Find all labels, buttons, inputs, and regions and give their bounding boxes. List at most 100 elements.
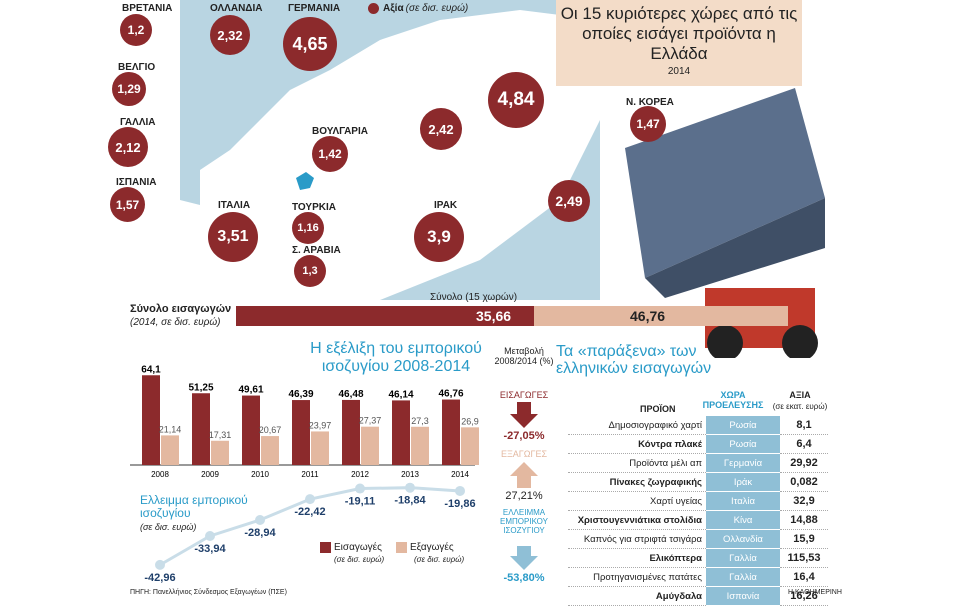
year-tick-label: 2012 [351, 470, 369, 479]
top15-value: 35,66 [476, 308, 512, 324]
country-label: ΓΑΛΛΙΑ [120, 117, 156, 128]
legend-label: Αξία [383, 3, 404, 14]
imports-swatch [320, 542, 331, 553]
imports-change-label: ΕΙΣΑΓΩΓΕΣ [499, 390, 549, 400]
table-row: Προϊόντα μέλι απ Γερμανία 29,92 [568, 453, 828, 473]
product-name: Δημοσιογραφικό χαρτί [568, 416, 706, 435]
import-bar-label: 51,25 [188, 382, 213, 393]
deficit-label: -33,94 [194, 543, 226, 555]
deficit-change-value: -53,80% [503, 572, 545, 584]
export-bar-label: 20,67 [259, 425, 282, 435]
export-bar [211, 440, 229, 465]
product-value: 32,9 [780, 491, 828, 511]
deficit-label: -19,86 [444, 498, 475, 510]
product-value: 29,92 [780, 453, 828, 473]
year-tick-label: 2013 [401, 470, 419, 479]
product-value: 6,4 [780, 434, 828, 454]
year-tick-label: 2014 [451, 470, 469, 479]
product-name: Πίνακες ζωγραφικής [568, 472, 706, 492]
table-row: Χαρτί υγείας Ιταλία 32,9 [568, 491, 828, 511]
product-value: 14,88 [780, 510, 828, 530]
export-bar-label: 27,3 [411, 416, 429, 426]
deficit-unit: (σε δισ. ευρώ) [140, 522, 197, 532]
product-country: Ολλανδία [706, 529, 780, 549]
export-bar-label: 27,37 [359, 416, 382, 426]
series-legend: Εισαγωγές Εξαγωγές [320, 542, 454, 553]
country-bubble: 2,49 [548, 180, 590, 222]
total-imports-label: Σύνολο εισαγωγών [130, 303, 232, 315]
balance-title: Η εξέλιξη του εμπορικού ισοζυγίου 2008-2… [310, 340, 482, 375]
export-bar-label: 21,14 [159, 424, 182, 434]
imports-legend-unit: (σε δισ. ευρώ) [334, 555, 385, 564]
deficit-change-label: ΕΛΛΕΙΜΜΑ ΕΜΠΟΡΙΚΟΥ ΙΣΟΖΥΓΙΟΥ [500, 508, 548, 535]
product-header: ΠΡΟΪΟΝ [640, 404, 676, 414]
import-bar-label: 46,76 [438, 389, 463, 400]
exports-change-value: 27,21% [505, 490, 543, 502]
country-bubble: 4,65 [283, 17, 337, 71]
exports-swatch [395, 542, 407, 553]
import-bar [292, 400, 310, 465]
product-name: Χαρτί υγείας [568, 491, 706, 511]
products-title: Τα «παράξενα» των ελληνικών εισαγωγών [556, 343, 712, 377]
product-country: Κίνα [706, 510, 780, 530]
export-bar [311, 431, 329, 465]
exports-legend-unit: (σε δισ. ευρώ) [414, 555, 465, 564]
arrow-down-icon [510, 546, 538, 570]
products-table: Δημοσιογραφικό χαρτί Ρωσία 8,1 Κόντρα πλακέ… [568, 416, 828, 606]
import-bar-label: 64,1 [141, 364, 161, 375]
country-label: Σ. ΑΡΑΒΙΑ [292, 245, 341, 256]
country-label: ΓΕΡΜΑΝΙΑ [288, 3, 341, 14]
export-bar [461, 427, 479, 465]
deficit-point [405, 482, 415, 493]
product-country: Ιταλία [706, 491, 780, 511]
country-bubble: 1,2 [120, 14, 152, 46]
import-bar [192, 393, 210, 465]
country-bubble: 1,29 [112, 72, 146, 106]
export-bar [361, 426, 379, 465]
chart-year: 2014 [667, 66, 691, 77]
country-label: Ν. ΚΟΡΕΑ [626, 97, 674, 108]
legend-unit: (σε δισ. ευρώ) [405, 3, 469, 14]
change-header: Μεταβολή 2008/2014 (%) [494, 346, 554, 366]
table-row: Κόντρα πλακέ Ρωσία 6,4 [568, 434, 828, 454]
product-value: 8,1 [780, 416, 828, 435]
greece-shape [296, 172, 314, 190]
table-row: Χριστουγεννιάτικα στολίδια Κίνα 14,88 [568, 510, 828, 530]
country-bubble: 2,32 [210, 15, 250, 55]
import-bar [342, 399, 360, 465]
deficit-label: -18,84 [394, 495, 426, 507]
country-header: ΧΩΡΑ ΠΡΟΕΛΕΥΣΗΣ [702, 390, 764, 410]
table-row: Καπνός για στριφτά τσιγάρα Ολλανδία 15,9 [568, 529, 828, 549]
deficit-point [255, 515, 265, 526]
country-bubble: 4,84 [488, 72, 544, 128]
table-row: Δημοσιογραφικό χαρτί Ρωσία 8,1 [568, 416, 828, 435]
title-box: Οι 15 κυριότερες χώρες από τις οποίες ει… [556, 0, 802, 86]
total-value: 46,76 [630, 308, 666, 324]
country-label: ΒΟΥΛΓΑΡΙΑ [312, 126, 368, 137]
export-bar-label: 17,31 [209, 430, 232, 440]
country-bubble: 2,12 [108, 127, 148, 167]
export-bar [261, 436, 279, 465]
product-country: Ιράκ [706, 472, 780, 492]
legend-dot-icon [368, 3, 379, 14]
deficit-label: -28,94 [244, 527, 276, 539]
country-label: ΒΡΕΤΑΝΙΑ [122, 3, 173, 14]
import-bar [392, 400, 410, 465]
imports-legend-label: Εισαγωγές [334, 542, 382, 553]
arrow-down-icon [510, 402, 538, 428]
value-legend: Αξία (σε δισ. ευρώ) [368, 3, 468, 14]
product-country: Γαλλία [706, 548, 780, 568]
country-label: ΒΕΛΓΙΟ [118, 62, 156, 73]
country-label: ΙΡΑΚ [434, 200, 458, 211]
product-value: 16,4 [780, 567, 828, 587]
deficit-label: -22,42 [294, 506, 325, 518]
credit: Η ΚΑΘΗΜΕΡΙΝΗ [788, 589, 842, 596]
product-name: Κόντρα πλακέ [568, 434, 706, 454]
country-bubble: 2,42 [420, 108, 462, 150]
value-header: ΑΞΙΑ [789, 390, 811, 400]
deficit-point [305, 494, 315, 505]
country-bubble: 1,42 [312, 136, 348, 172]
product-name: Χριστουγεννιάτικα στολίδια [568, 510, 706, 530]
product-country: Ρωσία [706, 416, 780, 435]
exports-legend-label: Εξαγωγές [409, 542, 454, 553]
